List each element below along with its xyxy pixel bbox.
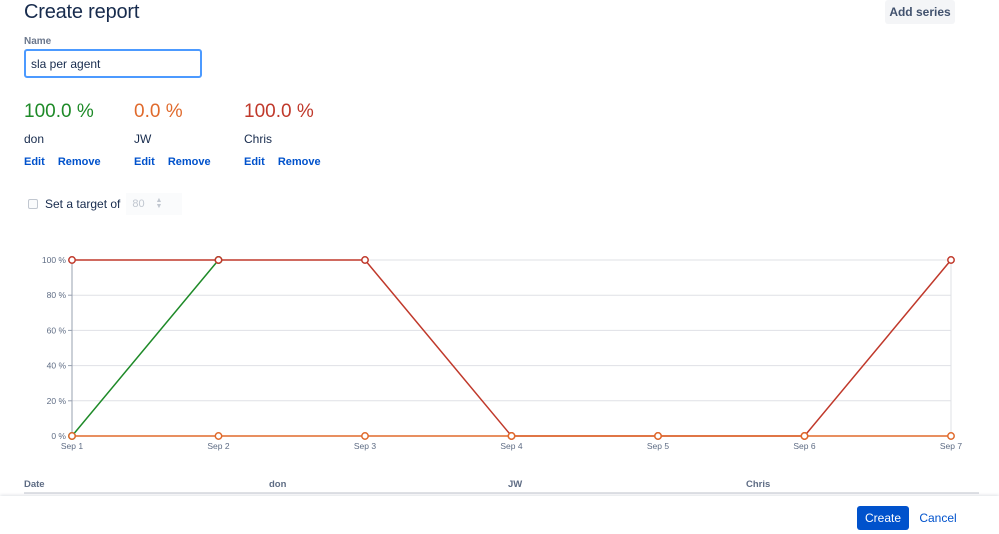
y-tick-label: 20 %	[47, 396, 67, 406]
x-tick-label: Sep 2	[207, 441, 229, 451]
series-summary-chris: 100.0 % Chris Edit Remove	[244, 100, 331, 168]
series-percent: 100.0 %	[244, 101, 314, 122]
series-summary-don: 100.0 % don Edit Remove	[24, 100, 111, 168]
data-point[interactable]	[214, 432, 223, 440]
remove-series-button[interactable]: Remove	[167, 156, 211, 168]
y-tick-label: 80 %	[47, 290, 67, 300]
x-tick-label: Sep 6	[793, 441, 815, 451]
cancel-button[interactable]: Cancel	[914, 506, 962, 530]
target-value: 80	[132, 198, 145, 210]
series-line	[71, 259, 220, 437]
series-chris	[68, 256, 955, 440]
series-percent: 100.0 %	[24, 101, 94, 122]
column-header-date: Date	[24, 479, 45, 490]
series-line	[72, 259, 952, 437]
data-point[interactable]	[214, 256, 223, 264]
remove-series-button[interactable]: Remove	[57, 156, 101, 168]
dialog-footer: Create Cancel	[0, 496, 999, 534]
y-axis-ticks: 0 % 20 % 40 % 60 % 80 % 100 %	[42, 255, 72, 441]
name-input[interactable]	[24, 49, 202, 78]
add-series-button[interactable]: Add series	[885, 0, 955, 24]
series-name: Chris	[244, 132, 273, 146]
data-point[interactable]	[947, 432, 955, 440]
data-point[interactable]	[947, 256, 955, 264]
x-axis-ticks: Sep 1 Sep 2 Sep 3 Sep 4 Sep 5 Sep 6 Sep 7	[61, 441, 962, 451]
x-tick-label: Sep 1	[61, 441, 83, 451]
edit-series-button[interactable]: Edit	[244, 156, 265, 168]
series-name: JW	[134, 132, 152, 146]
y-tick-label: 0 %	[51, 431, 66, 441]
y-tick-label: 60 %	[47, 325, 67, 335]
chart-grid	[71, 259, 952, 437]
target-label: Set a target of	[45, 197, 121, 211]
data-point[interactable]	[68, 256, 76, 264]
data-point[interactable]	[68, 432, 76, 440]
series-percent: 0.0 %	[134, 101, 183, 122]
edit-series-button[interactable]: Edit	[134, 156, 155, 168]
target-row: Set a target of 80 ▲▼ %	[28, 193, 183, 215]
table-header: Date don JW Chris	[24, 478, 979, 494]
x-tick-label: Sep 7	[940, 441, 962, 451]
remove-series-button[interactable]: Remove	[277, 156, 321, 168]
data-point[interactable]	[361, 256, 369, 264]
series-summary-jw: 0.0 % JW Edit Remove	[134, 100, 221, 168]
y-tick-label: 40 %	[47, 361, 67, 371]
stepper-arrows-icon[interactable]: ▲ ▼	[155, 197, 163, 210]
y-tick-label: 100 %	[42, 255, 67, 265]
target-checkbox[interactable]	[28, 199, 38, 209]
chart-series	[68, 256, 955, 440]
x-tick-label: Sep 4	[500, 441, 522, 451]
sla-line-chart: 0 % 20 % 40 % 60 % 80 % 100 % Sep 1 Sep 2 Sep 3…	[42, 255, 962, 451]
series-jw	[68, 432, 955, 440]
series-name: don	[24, 132, 45, 146]
page-title: Create report	[24, 1, 140, 23]
column-header-jw: JW	[508, 479, 523, 490]
data-point[interactable]	[507, 432, 516, 440]
column-header-chris: Chris	[746, 479, 771, 490]
name-label: Name	[24, 36, 52, 47]
x-tick-label: Sep 5	[647, 441, 669, 451]
data-point[interactable]	[800, 432, 809, 440]
x-tick-label: Sep 3	[354, 441, 376, 451]
column-header-don: don	[269, 479, 287, 490]
create-button[interactable]: Create	[857, 506, 909, 530]
edit-series-button[interactable]: Edit	[24, 156, 45, 168]
data-point[interactable]	[654, 432, 662, 440]
target-input[interactable]: 80 ▲ ▼	[126, 193, 183, 215]
data-point[interactable]	[361, 432, 369, 440]
series-don	[68, 256, 223, 440]
